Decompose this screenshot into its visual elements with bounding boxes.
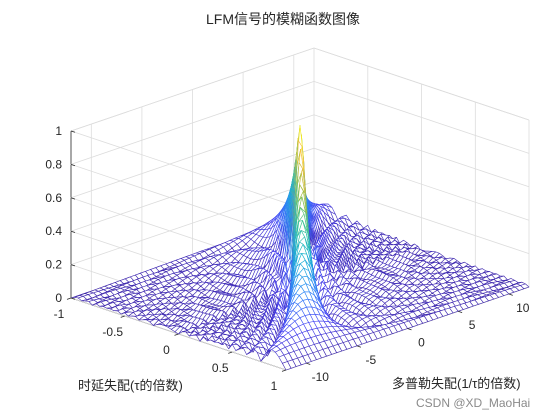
z-tick-label-2: 0.4 <box>45 224 62 238</box>
z-tick-mark-1 <box>70 264 76 267</box>
watermark-text: CSDN @XD_MaoHai <box>416 396 530 410</box>
surface-cell <box>282 361 292 371</box>
y-axis-label: 多普勒失配(1/τ的倍数) <box>392 376 521 391</box>
x-tick-mark-4 <box>281 369 287 372</box>
x-tick-label-4: 1 <box>271 379 278 393</box>
z-tick-label-5: 1 <box>55 124 62 138</box>
surface-mesh <box>70 125 530 371</box>
z-tick-mark-3 <box>70 197 76 200</box>
x-tick-mark-1 <box>120 315 125 318</box>
x-tick-mark-2 <box>174 333 179 336</box>
y-tick-label-1: -5 <box>366 353 377 367</box>
z-tick-mark-5 <box>70 130 76 133</box>
y-tick-label-0: -10 <box>312 370 330 384</box>
x-tick-label-1: -0.5 <box>102 325 123 339</box>
y-tick-mark-0 <box>306 362 311 365</box>
x-tick-label-0: -1 <box>54 307 65 321</box>
z-tick-label-3: 0.6 <box>45 191 62 205</box>
x-tick-mark-0 <box>66 297 72 300</box>
y-tick-label-4: 10 <box>516 301 530 315</box>
y-tick-mark-2 <box>407 328 412 331</box>
x-tick-label-3: 0.5 <box>212 361 229 375</box>
x-axis-label: 时延失配(τ的倍数) <box>78 378 183 393</box>
y-tick-mark-4 <box>508 293 513 296</box>
y-tick-label-3: 5 <box>469 318 476 332</box>
z-axis-ticks: 0 0.2 0.4 0.6 0.8 1 <box>45 124 76 305</box>
x-tick-label-2: 0 <box>163 343 170 357</box>
z-tick-mark-2 <box>70 230 76 233</box>
z-tick-mark-4 <box>70 164 76 167</box>
z-tick-label-0: 0 <box>55 291 62 305</box>
y-tick-mark-3 <box>457 310 463 313</box>
chart-title: LFM信号的模糊函数图像 <box>206 11 360 27</box>
x-axis-ticks: -1 -0.5 0 0.5 1 <box>54 297 287 393</box>
y-axis-ticks: -10 -5 0 5 10 <box>306 293 530 384</box>
z-tick-mark-0 <box>70 297 76 300</box>
y-tick-label-2: 0 <box>418 336 425 350</box>
x-tick-mark-3 <box>228 351 233 354</box>
z-tick-label-4: 0.8 <box>45 157 62 171</box>
y-tick-mark-1 <box>356 345 362 348</box>
z-tick-label-1: 0.2 <box>45 258 62 272</box>
